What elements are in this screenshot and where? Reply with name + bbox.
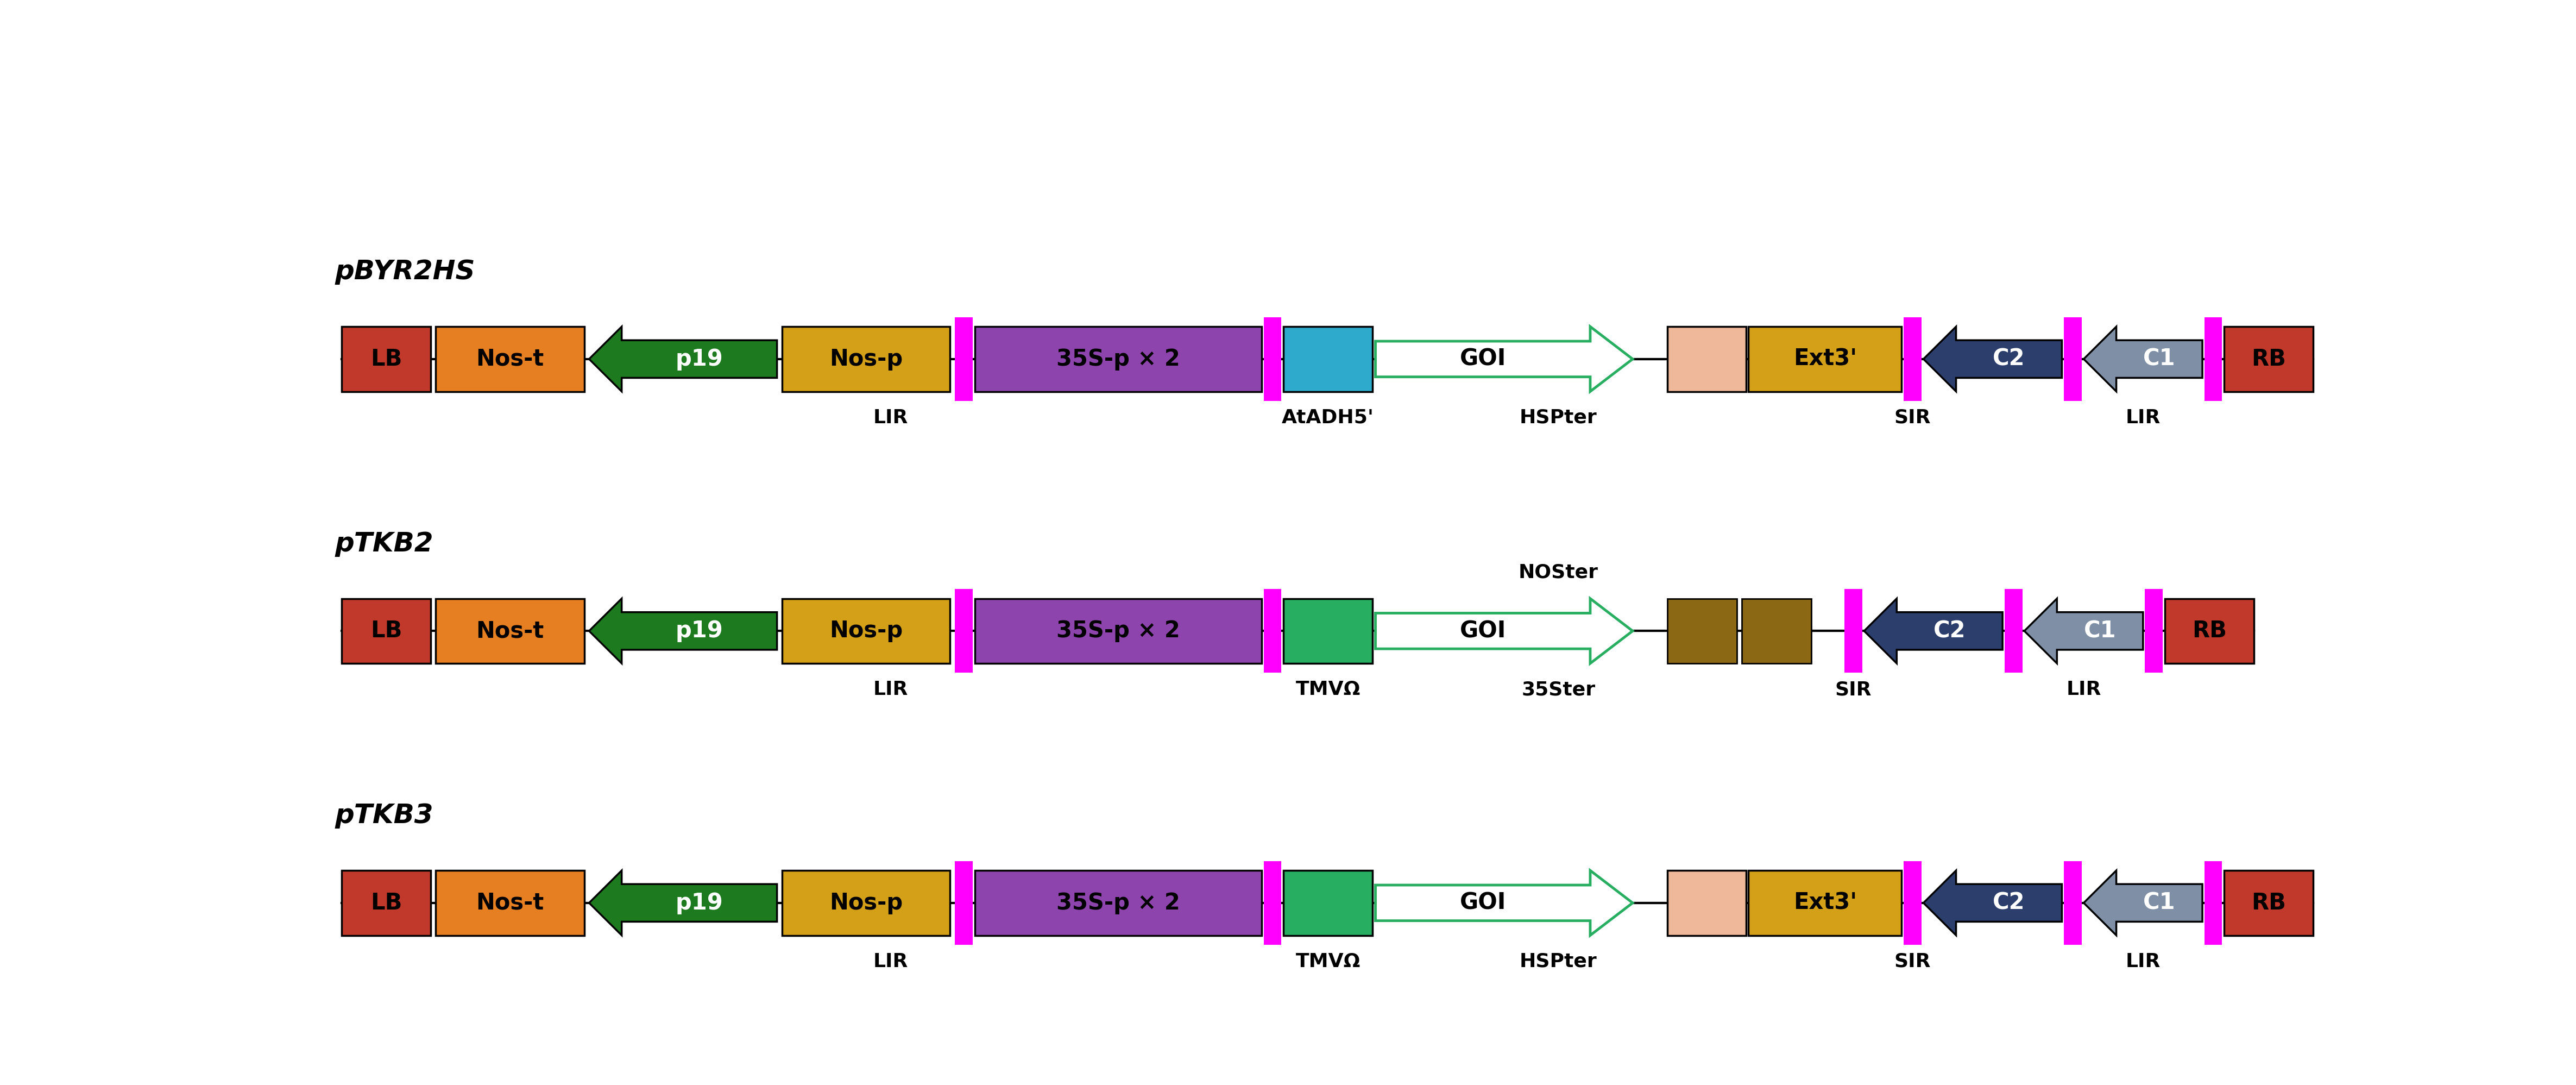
Text: NOSter: NOSter — [1517, 563, 1597, 582]
Bar — [1283, 599, 1373, 663]
Text: Nos-p: Nos-p — [829, 347, 902, 370]
Text: Nos-t: Nos-t — [477, 892, 544, 915]
Polygon shape — [1924, 870, 2061, 935]
Text: 35S-p × 2: 35S-p × 2 — [1056, 620, 1180, 642]
Text: RB: RB — [2251, 347, 2285, 370]
Bar — [1904, 317, 1922, 400]
Bar — [435, 599, 585, 663]
Text: SIR: SIR — [1893, 408, 1932, 426]
Text: LIR: LIR — [2125, 408, 2161, 426]
Bar — [2164, 599, 2254, 663]
Text: LB: LB — [371, 892, 402, 915]
Text: TMVΩ: TMVΩ — [1296, 953, 1360, 971]
Polygon shape — [1865, 599, 2002, 663]
Bar — [1265, 861, 1280, 945]
Bar — [1283, 327, 1373, 392]
Bar — [1265, 317, 1280, 400]
Bar — [2063, 317, 2081, 400]
Bar — [1904, 861, 1922, 945]
Bar — [1844, 589, 1862, 673]
Bar — [1741, 599, 1811, 663]
Text: Nos-t: Nos-t — [477, 347, 544, 370]
Bar — [956, 317, 974, 400]
Bar — [435, 327, 585, 392]
Bar — [1265, 589, 1280, 673]
Text: GOI: GOI — [1461, 620, 1507, 642]
Text: 35S-p × 2: 35S-p × 2 — [1056, 347, 1180, 370]
Polygon shape — [590, 599, 778, 663]
Text: TMVΩ: TMVΩ — [1296, 680, 1360, 699]
Bar — [2223, 870, 2313, 935]
Text: Ext3': Ext3' — [1793, 347, 1857, 370]
Text: RB: RB — [2251, 892, 2285, 915]
Text: 35S-p × 2: 35S-p × 2 — [1056, 892, 1180, 915]
Bar — [956, 861, 974, 945]
Text: LIR: LIR — [2066, 680, 2102, 699]
Text: C1: C1 — [2143, 347, 2177, 370]
Text: C1: C1 — [2143, 892, 2177, 915]
Bar — [1667, 599, 1736, 663]
Text: SIR: SIR — [1834, 680, 1873, 699]
Text: 35Ster: 35Ster — [1522, 680, 1595, 699]
Text: HSPter: HSPter — [1520, 953, 1597, 971]
Polygon shape — [2084, 870, 2202, 935]
Text: LB: LB — [371, 620, 402, 642]
Bar — [783, 327, 951, 392]
Text: HSPter: HSPter — [1520, 408, 1597, 426]
Bar — [343, 599, 430, 663]
Text: p19: p19 — [675, 347, 724, 370]
Bar — [1667, 327, 1747, 392]
Polygon shape — [590, 327, 778, 392]
Text: AtADH5': AtADH5' — [1283, 408, 1373, 426]
Polygon shape — [1376, 870, 1633, 935]
Text: Nos-p: Nos-p — [829, 892, 902, 915]
Polygon shape — [1924, 327, 2061, 392]
Bar — [974, 599, 1262, 663]
Bar — [783, 870, 951, 935]
Polygon shape — [2084, 327, 2202, 392]
Text: SIR: SIR — [1893, 953, 1932, 971]
Bar — [2004, 589, 2022, 673]
Text: C1: C1 — [2084, 620, 2115, 642]
Text: C2: C2 — [1994, 892, 2025, 915]
Text: pBYR2HS: pBYR2HS — [335, 258, 474, 284]
Bar — [343, 870, 430, 935]
Polygon shape — [2025, 599, 2143, 663]
Text: C2: C2 — [1935, 620, 1965, 642]
Text: pTKB2: pTKB2 — [335, 531, 433, 557]
Bar — [974, 327, 1262, 392]
Text: GOI: GOI — [1461, 347, 1507, 370]
Text: LIR: LIR — [873, 680, 909, 699]
Polygon shape — [1376, 327, 1633, 392]
Polygon shape — [590, 870, 778, 935]
Bar — [1749, 870, 1901, 935]
Bar — [2223, 327, 2313, 392]
Bar — [1283, 870, 1373, 935]
Text: p19: p19 — [675, 620, 724, 642]
Bar — [974, 870, 1262, 935]
Bar — [2063, 861, 2081, 945]
Text: GOI: GOI — [1461, 892, 1507, 915]
Bar — [435, 870, 585, 935]
Text: Nos-t: Nos-t — [477, 620, 544, 642]
Bar — [2146, 589, 2164, 673]
Text: LB: LB — [371, 347, 402, 370]
Text: p19: p19 — [675, 892, 724, 915]
Text: LIR: LIR — [2125, 953, 2161, 971]
Text: C2: C2 — [1994, 347, 2025, 370]
Bar — [2205, 317, 2223, 400]
Text: Nos-p: Nos-p — [829, 620, 902, 642]
Bar — [1667, 870, 1747, 935]
Text: RB: RB — [2192, 620, 2226, 642]
Bar — [343, 327, 430, 392]
Text: LIR: LIR — [873, 953, 909, 971]
Bar — [2205, 861, 2223, 945]
Text: Ext3': Ext3' — [1793, 892, 1857, 915]
Polygon shape — [1376, 599, 1633, 663]
Text: LIR: LIR — [873, 408, 909, 426]
Bar — [1749, 327, 1901, 392]
Text: pTKB3: pTKB3 — [335, 803, 433, 829]
Bar — [956, 589, 974, 673]
Bar — [783, 599, 951, 663]
